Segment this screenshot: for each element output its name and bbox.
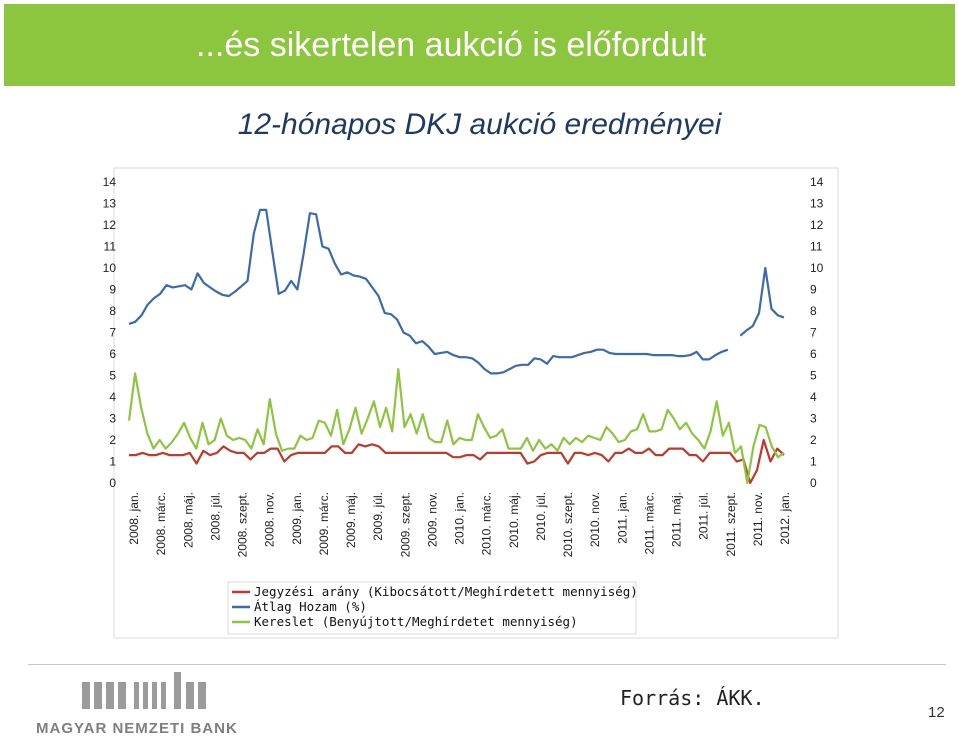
y-tick-label-right: 13 xyxy=(810,197,824,211)
legend-box xyxy=(227,581,637,635)
chart-frame xyxy=(113,167,839,639)
y-tick-label-left: 7 xyxy=(109,326,116,340)
chart-title: 12-hónapos DKJ aukció eredményei xyxy=(237,108,722,141)
x-tick-label: 2010. jan. xyxy=(453,492,467,545)
y-tick-label-left: 6 xyxy=(109,347,116,361)
y-tick-label-right: 8 xyxy=(810,304,817,318)
y-tick-label-left: 0 xyxy=(109,476,116,490)
y-tick-label-left: 2 xyxy=(109,433,116,447)
x-tick-label: 2011. nov. xyxy=(751,492,765,546)
y-tick-label-right: 12 xyxy=(810,218,824,232)
y-tick-label-left: 8 xyxy=(109,304,116,318)
y-tick-label-right: 0 xyxy=(810,476,817,490)
y-tick-label-right: 9 xyxy=(810,283,817,297)
y-tick-label-right: 5 xyxy=(810,369,817,383)
y-tick-label-right: 11 xyxy=(810,240,823,254)
footer-divider xyxy=(28,664,946,665)
y-tick-label-right: 3 xyxy=(810,412,817,426)
x-tick-label: 2011. máj. xyxy=(670,492,684,547)
y-tick-label-left: 3 xyxy=(109,412,116,426)
y-tick-label-left: 5 xyxy=(109,369,116,383)
x-tick-label: 2008. máj. xyxy=(181,492,195,548)
series-line-2 xyxy=(127,368,785,485)
mnb-logo: MAGYAR NEMZETI BANK xyxy=(30,668,280,742)
x-tick-label: 2010. júl. xyxy=(534,492,548,541)
y-tick-label-left: 13 xyxy=(103,197,117,211)
series-lines xyxy=(127,208,785,485)
legend-label: Kereslet (Benyújtott/Meghírdetet mennyis… xyxy=(254,614,578,629)
series-line-1 xyxy=(128,208,785,375)
y-tick-label-left: 12 xyxy=(103,218,117,232)
x-tick-label: 2009. jan. xyxy=(290,492,304,545)
y-tick-label-right: 6 xyxy=(810,347,817,361)
legend-label: Átlag Hozam (%) xyxy=(254,599,367,614)
x-tick-label: 2011. júl. xyxy=(697,492,711,540)
legend-label: Jegyzési arány (Kibocsátott/Meghírdetett… xyxy=(254,584,638,599)
x-tick-label: 2010. márc. xyxy=(480,492,494,555)
y-tick-label-left: 4 xyxy=(109,390,116,404)
slide-title: ...és sikertelen aukció is előfordult xyxy=(196,26,707,64)
y-tick-label-left: 11 xyxy=(104,240,117,254)
y-tick-label-left: 1 xyxy=(109,455,116,469)
x-tick-label: 2008. júl. xyxy=(208,492,222,541)
x-tick-label: 2008. szept. xyxy=(236,492,250,557)
y-tick-label-left: 10 xyxy=(103,261,117,275)
y-tick-label-left: 14 xyxy=(103,175,117,189)
x-tick-label: 2010. máj. xyxy=(507,492,521,548)
y-tick-label-right: 2 xyxy=(810,433,817,447)
header-bar xyxy=(4,4,955,86)
x-tick-label: 2008. jan. xyxy=(127,492,141,545)
x-tick-label: 2011. márc. xyxy=(642,492,656,554)
page-number: 12 xyxy=(928,704,945,721)
x-tick-label: 2012. jan. xyxy=(778,492,792,545)
logo-text: MAGYAR NEMZETI BANK xyxy=(36,720,238,737)
x-tick-label: 2011. jan. xyxy=(615,492,629,544)
y-tick-label-left: 9 xyxy=(109,283,116,297)
source-note: Forrás: ÁKK. xyxy=(620,686,765,710)
y-tick-label-right: 10 xyxy=(810,261,824,275)
series-line-0 xyxy=(129,438,785,485)
legend: Jegyzési arány (Kibocsátott/Meghírdetett… xyxy=(232,584,638,629)
x-tick-label: 2009. márc. xyxy=(317,492,331,555)
x-tick-label: 2010. nov. xyxy=(588,492,602,547)
x-tick-label: 2009. júl. xyxy=(371,492,385,541)
y-tick-label-right: 4 xyxy=(810,390,817,404)
x-tick-label: 2008. nov. xyxy=(263,492,277,547)
x-tick-label: 2011. szept. xyxy=(724,492,738,557)
y-tick-label-right: 1 xyxy=(810,455,817,469)
x-tick-label: 2010. szept. xyxy=(561,492,575,557)
x-tick-label: 2009. nov. xyxy=(425,492,439,547)
x-tick-label: 2008. márc. xyxy=(154,492,168,555)
x-tick-label: 2009. máj. xyxy=(344,492,358,548)
y-tick-label-right: 7 xyxy=(810,326,817,340)
x-tick-label: 2009. szept. xyxy=(398,492,412,557)
x-axis-labels: 2008. jan. 2008. márc. 2008. máj. 2008. júl… xyxy=(127,492,792,557)
y-tick-label-right: 14 xyxy=(810,175,824,189)
logo-bars-icon xyxy=(82,672,206,709)
